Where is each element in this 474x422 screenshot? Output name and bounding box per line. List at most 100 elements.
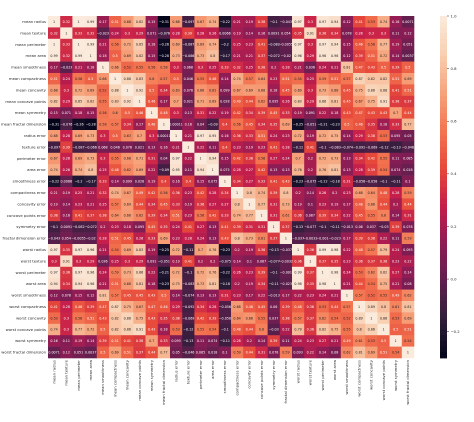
heatmap-cell <box>353 209 366 222</box>
cell-annotation: 0.11 <box>197 339 204 343</box>
cell-annotation: 0.45 <box>355 214 362 218</box>
heatmap-cell <box>328 118 342 131</box>
heatmap-cell <box>133 73 146 85</box>
cell-annotation: 0.81 <box>99 294 106 298</box>
heatmap-cell <box>292 221 305 233</box>
heatmap-cell <box>328 209 342 222</box>
cell-annotation: 1 <box>248 202 250 206</box>
heatmap-cell <box>243 289 256 302</box>
cell-annotation: 0.2 <box>308 168 313 172</box>
heatmap-cell <box>292 198 305 211</box>
heatmap-cell <box>365 50 378 62</box>
heatmap-cell <box>109 346 122 359</box>
cell-annotation: 0.078 <box>342 31 351 35</box>
colorbar-segment <box>440 266 447 273</box>
heatmap-cell <box>389 61 403 74</box>
x-tick-label-mean-smoothness: mean smoothness <box>100 360 105 395</box>
cell-annotation: 0.55 <box>111 157 118 161</box>
heatmap-cell <box>401 50 415 62</box>
heatmap-cell <box>377 187 390 199</box>
heatmap-cell <box>279 61 293 74</box>
cell-annotation: 0.68 <box>331 88 338 92</box>
heatmap-cell <box>109 38 122 51</box>
heatmap-cell <box>365 95 378 108</box>
heatmap-cell <box>353 187 366 199</box>
heatmap-cell <box>48 27 61 40</box>
heatmap-cell <box>84 152 98 165</box>
cell-annotation: 0.36 <box>233 134 240 138</box>
cell-annotation: 0.39 <box>99 339 106 343</box>
heatmap-cell <box>194 255 207 268</box>
cell-annotation: 0.33 <box>75 31 82 35</box>
heatmap-cell <box>316 289 329 302</box>
cell-annotation: 0.25 <box>99 202 106 206</box>
cell-annotation: −0.069 <box>365 145 377 149</box>
cell-annotation: 0.41 <box>258 43 265 47</box>
colorbar-segment <box>440 33 447 40</box>
cell-annotation: 0.28 <box>185 237 192 241</box>
heatmap-cell <box>48 244 61 256</box>
heatmap-cell <box>389 16 403 28</box>
heatmap-cell <box>401 312 415 325</box>
cell-annotation: 0.75 <box>331 134 338 138</box>
cell-annotation: 0.97 <box>294 43 301 47</box>
heatmap-cell <box>231 278 244 290</box>
cell-annotation: 0.095 <box>269 100 278 104</box>
cell-annotation: 0.69 <box>404 316 411 320</box>
cell-annotation: 0.57 <box>111 202 118 206</box>
heatmap-cell <box>182 301 195 313</box>
cell-annotation: 0.64 <box>368 191 375 195</box>
heatmap-cell <box>365 312 378 325</box>
cell-annotation: 0.55 <box>380 157 387 161</box>
cell-annotation: 0.7 <box>295 157 300 161</box>
heatmap-cell <box>121 164 134 176</box>
cell-annotation: 0.51 <box>50 77 57 81</box>
heatmap-cell <box>121 289 134 302</box>
cell-annotation: 0.82 <box>111 328 118 332</box>
cell-annotation: 0.56 <box>258 157 265 161</box>
heatmap-cell <box>401 118 415 131</box>
cell-annotation: 0.46 <box>355 123 362 127</box>
cell-annotation: 0.44 <box>355 282 362 286</box>
heatmap-cell <box>48 152 61 165</box>
cell-annotation: 0.34 <box>160 214 167 218</box>
heatmap-cell <box>145 84 159 97</box>
heatmap-cell <box>60 61 73 74</box>
cell-annotation: 0.14 <box>307 191 314 195</box>
heatmap-cell <box>218 187 232 199</box>
cell-annotation: 0.82 <box>319 328 326 332</box>
heatmap-cell <box>84 38 98 51</box>
cell-annotation: 0.42 <box>258 168 265 172</box>
heatmap-cell <box>255 130 268 142</box>
cell-annotation: −0.075 <box>304 180 316 184</box>
heatmap-cell <box>121 84 134 97</box>
heatmap-cell <box>48 255 61 268</box>
colorbar-segment <box>440 329 447 336</box>
cell-annotation: 0.38 <box>368 134 375 138</box>
cell-annotation: 0.47 <box>355 111 362 115</box>
cell-annotation: 0.74 <box>209 20 216 24</box>
heatmap-cell <box>145 255 159 268</box>
heatmap-cell <box>353 175 366 188</box>
cell-annotation: 0.3 <box>173 66 178 70</box>
cell-annotation: 0.8 <box>381 305 386 309</box>
heatmap-cell <box>292 255 305 268</box>
heatmap-cell <box>218 141 232 154</box>
heatmap-cell <box>389 187 403 199</box>
heatmap-cell <box>243 255 256 268</box>
heatmap-cell <box>96 312 110 325</box>
cell-annotation: −0.087 <box>72 145 84 149</box>
heatmap-cell <box>304 335 317 347</box>
cell-annotation: 0.37 <box>136 351 143 355</box>
heatmap-cell <box>48 221 61 233</box>
cell-annotation: 0.59 <box>404 237 411 241</box>
heatmap-cell <box>170 61 183 74</box>
heatmap-cell <box>328 244 342 256</box>
cell-annotation: 0.23 <box>185 214 192 218</box>
heatmap-cell <box>84 95 98 108</box>
heatmap-cell <box>365 301 378 313</box>
heatmap-cell <box>340 278 354 290</box>
colorbar-segment <box>440 295 447 302</box>
heatmap-cell <box>231 152 244 165</box>
heatmap-cell <box>231 61 244 74</box>
